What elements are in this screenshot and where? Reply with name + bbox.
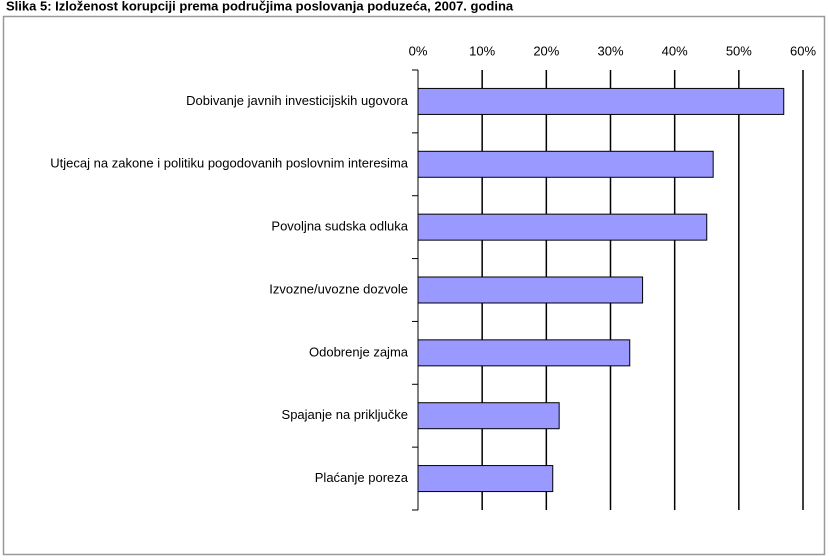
bar bbox=[417, 339, 631, 367]
chart-title: Slika 5: Izloženost korupciji prema podr… bbox=[6, 0, 514, 13]
frame bbox=[2, 15, 826, 556]
y-tick-label: Plaćanje poreza bbox=[315, 470, 409, 485]
bar bbox=[417, 402, 560, 430]
x-tick-label: 10% bbox=[469, 43, 495, 58]
y-tick-label: Izvozne/uvozne dozvole bbox=[269, 281, 408, 296]
y-tick-label: Odobrenje zajma bbox=[309, 344, 409, 359]
x-tick-label: 30% bbox=[597, 43, 623, 58]
x-tick-label: 50% bbox=[726, 43, 752, 58]
y-tick-label: Povoljna sudska odluka bbox=[271, 219, 408, 234]
x-tick-label: 60% bbox=[790, 43, 816, 58]
x-tick-label: 40% bbox=[662, 43, 688, 58]
bar bbox=[417, 150, 714, 178]
bar bbox=[417, 213, 708, 241]
bar bbox=[417, 465, 554, 493]
y-tick-label: Dobivanje javnih investicijskih ugovora bbox=[186, 93, 409, 108]
bar bbox=[417, 276, 644, 304]
x-tick-label: 0% bbox=[409, 43, 428, 58]
y-tick-label: Spajanje na priključke bbox=[282, 407, 408, 422]
bar bbox=[417, 87, 785, 115]
x-tick-label: 20% bbox=[533, 43, 559, 58]
y-tick-label: Utjecaj na zakone i politiku pogodovanih… bbox=[50, 156, 408, 171]
